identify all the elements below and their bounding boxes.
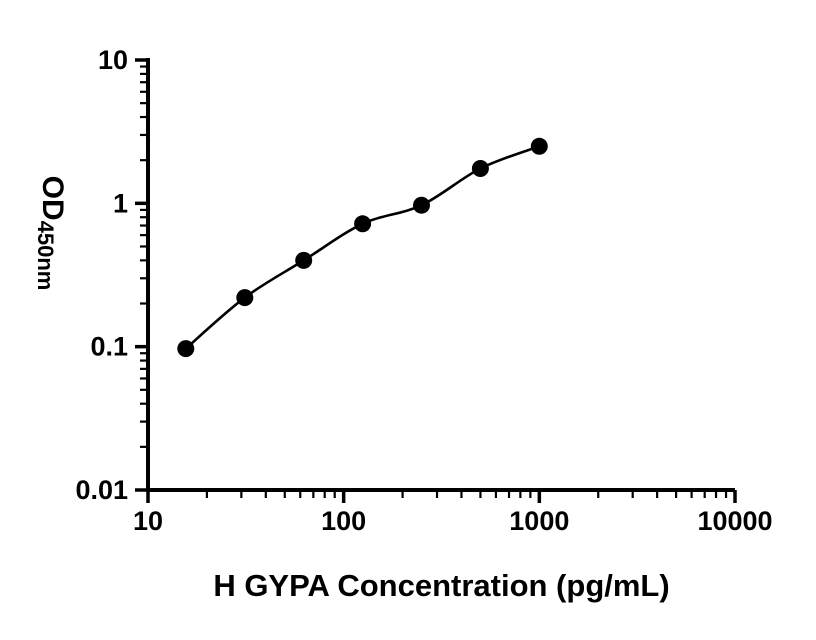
x-tick-label: 10 bbox=[133, 506, 163, 536]
x-tick-label: 1000 bbox=[509, 506, 569, 536]
axis-frame bbox=[146, 58, 735, 492]
x-tick-label: 100 bbox=[321, 506, 366, 536]
y-tick-label: 10 bbox=[98, 45, 128, 75]
y-tick-label: 1 bbox=[113, 188, 128, 218]
data-point bbox=[530, 137, 548, 155]
data-point bbox=[177, 340, 195, 358]
data-point bbox=[236, 289, 254, 307]
data-point bbox=[471, 160, 489, 177]
data-point bbox=[413, 196, 430, 214]
y-axis-title: OD450nm bbox=[33, 175, 69, 291]
x-tick-label: 10000 bbox=[697, 506, 772, 536]
fit-curve bbox=[184, 145, 540, 350]
y-axis-title-sub: 450nm bbox=[33, 220, 58, 291]
y-axis-title-main: OD bbox=[36, 175, 69, 221]
x-axis-title: H GYPA Concentration (pg/mL) bbox=[213, 568, 670, 603]
y-tick-label: 0.01 bbox=[75, 475, 128, 505]
data-point bbox=[354, 215, 372, 233]
data-point bbox=[295, 251, 313, 269]
y-tick-label: 0.1 bbox=[90, 332, 128, 362]
